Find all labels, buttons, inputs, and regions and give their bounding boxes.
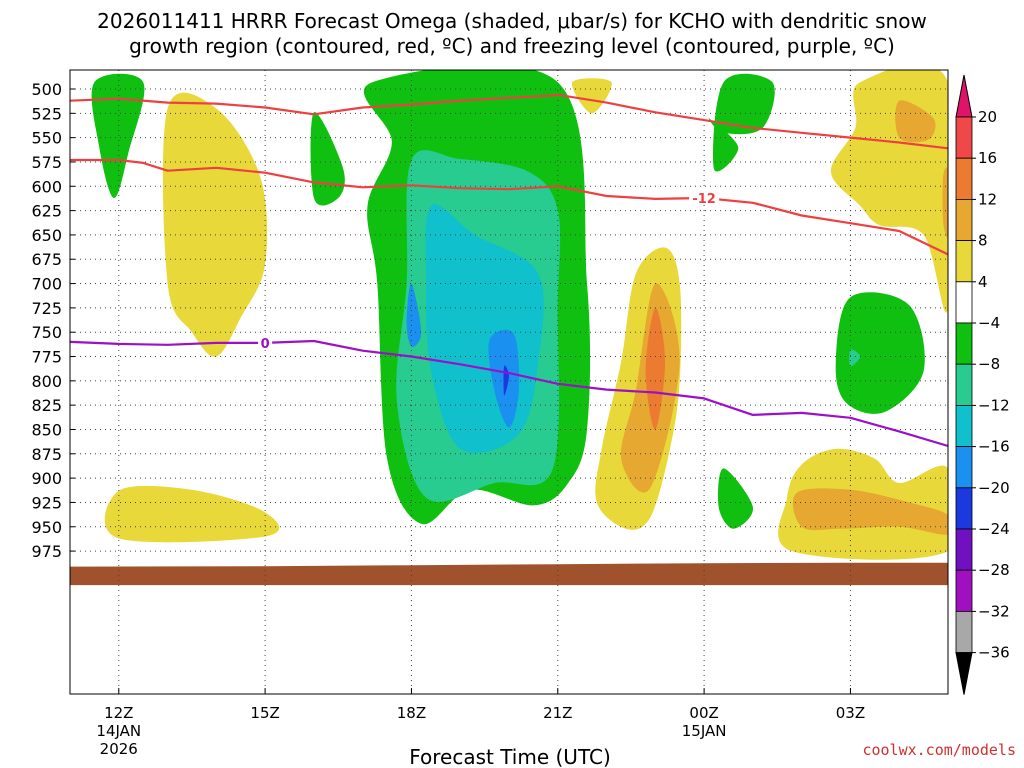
colorbar-label: 8: [978, 232, 988, 250]
colorbar-swatch-2: [955, 157, 973, 200]
omega-region-16: [835, 292, 925, 414]
omega-region-13: [645, 307, 666, 430]
colorbar-label: 4: [978, 273, 988, 291]
colorbar-swatch-4: [955, 240, 973, 283]
y-tick-label: 600: [31, 177, 62, 196]
y-tick-label: 975: [31, 542, 62, 561]
omega-region-7: [406, 283, 422, 348]
x-tick-label: 15Z: [250, 704, 279, 722]
colorbar-label: −32: [978, 602, 1010, 620]
y-tick-label: 925: [31, 493, 62, 512]
y-tick-label: 725: [31, 299, 62, 318]
omega-region-22: [792, 488, 948, 535]
contour-line-0: [70, 93, 948, 150]
terrain-layer: [70, 562, 948, 586]
colorbar-label: 16: [978, 149, 997, 167]
colorbar-swatch-10: [955, 487, 973, 530]
x-tick-date: 15JAN: [682, 722, 727, 740]
y-tick-label: 850: [31, 420, 62, 439]
colorbar-label: −4: [978, 314, 1000, 332]
pressure-axis: 500 525 550 575 600 625 650 675 700 725 750 775 800 8…: [31, 80, 75, 561]
x-tick-label: 00Z: [689, 704, 718, 722]
colorbar-swatch-8: [955, 404, 973, 447]
contour-label-bg-freezing: [258, 334, 273, 350]
colorbar-swatch-12: [955, 569, 973, 612]
x-tick-year: 2026: [100, 740, 138, 758]
contour-label-bg-dgz: [689, 189, 720, 205]
omega-region-2: [162, 92, 268, 357]
colorbar-label: 12: [978, 190, 997, 208]
y-tick-label: 650: [31, 226, 62, 245]
x-tick-label: 18Z: [397, 704, 426, 722]
credit-text[interactable]: coolwx.com/models: [862, 741, 1016, 759]
colorbar: 20 16 12 8 4 −4 −8 −12 −16 −20 −24 −28 −32 −36: [955, 74, 1010, 695]
colorbar-label: 20: [978, 108, 997, 126]
contour-lines: -12 0: [70, 93, 948, 448]
colorbar-label: −24: [978, 520, 1010, 538]
omega-shading: [91, 70, 948, 560]
omega-region-17: [849, 349, 861, 367]
contour-line-1: [70, 158, 948, 256]
colorbar-label: −36: [978, 644, 1010, 662]
colorbar-swatch-13: [955, 611, 973, 654]
colorbar-swatch-1: [955, 116, 973, 159]
y-tick-label: 700: [31, 275, 62, 294]
terrain-surface: [70, 562, 948, 586]
y-tick-label: 500: [31, 80, 62, 99]
colorbar-label: −8: [978, 355, 1000, 373]
omega-region-10: [571, 78, 612, 114]
grid-lines: [70, 70, 948, 694]
plot-frame: [69, 69, 949, 695]
y-tick-label: 550: [31, 129, 62, 148]
colorbar-label: −16: [978, 438, 1010, 456]
x-tick-label: 21Z: [543, 704, 572, 722]
omega-region-14: [708, 73, 775, 172]
contour-line-2: [70, 339, 948, 448]
y-tick-label: 775: [31, 348, 62, 367]
omega-region-15: [717, 468, 754, 529]
chart-title-line1: 2026011411 HRRR Forecast Omega (shaded, …: [97, 9, 927, 33]
x-tick-label: 03Z: [836, 704, 865, 722]
y-tick-label: 525: [31, 104, 62, 123]
contour-label-dgz: -12: [692, 192, 716, 207]
y-tick-label: 900: [31, 469, 62, 488]
colorbar-swatch-7: [955, 363, 973, 406]
omega-region-19: [895, 100, 936, 143]
omega-region-0: [91, 73, 145, 199]
y-tick-label: 950: [31, 518, 62, 537]
colorbar-swatch-5: [955, 281, 973, 324]
colorbar-label: −28: [978, 561, 1010, 579]
y-tick-label: 675: [31, 250, 62, 269]
colorbar-swatch-3: [955, 198, 973, 241]
contour-label-freezing: 0: [261, 337, 270, 352]
y-tick-label: 575: [31, 153, 62, 172]
colorbar-top-arrow: [955, 74, 973, 118]
y-tick-label: 825: [31, 396, 62, 415]
colorbar-label: −20: [978, 479, 1010, 497]
colorbar-swatch-9: [955, 446, 973, 489]
colorbar-label: −12: [978, 396, 1010, 414]
x-tick-date: 14JAN: [96, 722, 141, 740]
omega-region-20: [942, 167, 948, 238]
y-tick-label: 750: [31, 323, 62, 342]
omega-region-1: [104, 485, 280, 543]
colorbar-bottom-arrow: [955, 652, 973, 695]
colorbar-swatch-6: [955, 322, 973, 365]
y-tick-label: 625: [31, 202, 62, 221]
x-tick-label: 12Z: [104, 704, 133, 722]
y-tick-label: 875: [31, 445, 62, 464]
y-tick-label: 800: [31, 372, 62, 391]
colorbar-swatch-11: [955, 528, 973, 571]
chart-title-line2: growth region (contoured, red, ºC) and f…: [129, 34, 895, 58]
x-axis-label: Forecast Time (UTC): [409, 745, 611, 768]
